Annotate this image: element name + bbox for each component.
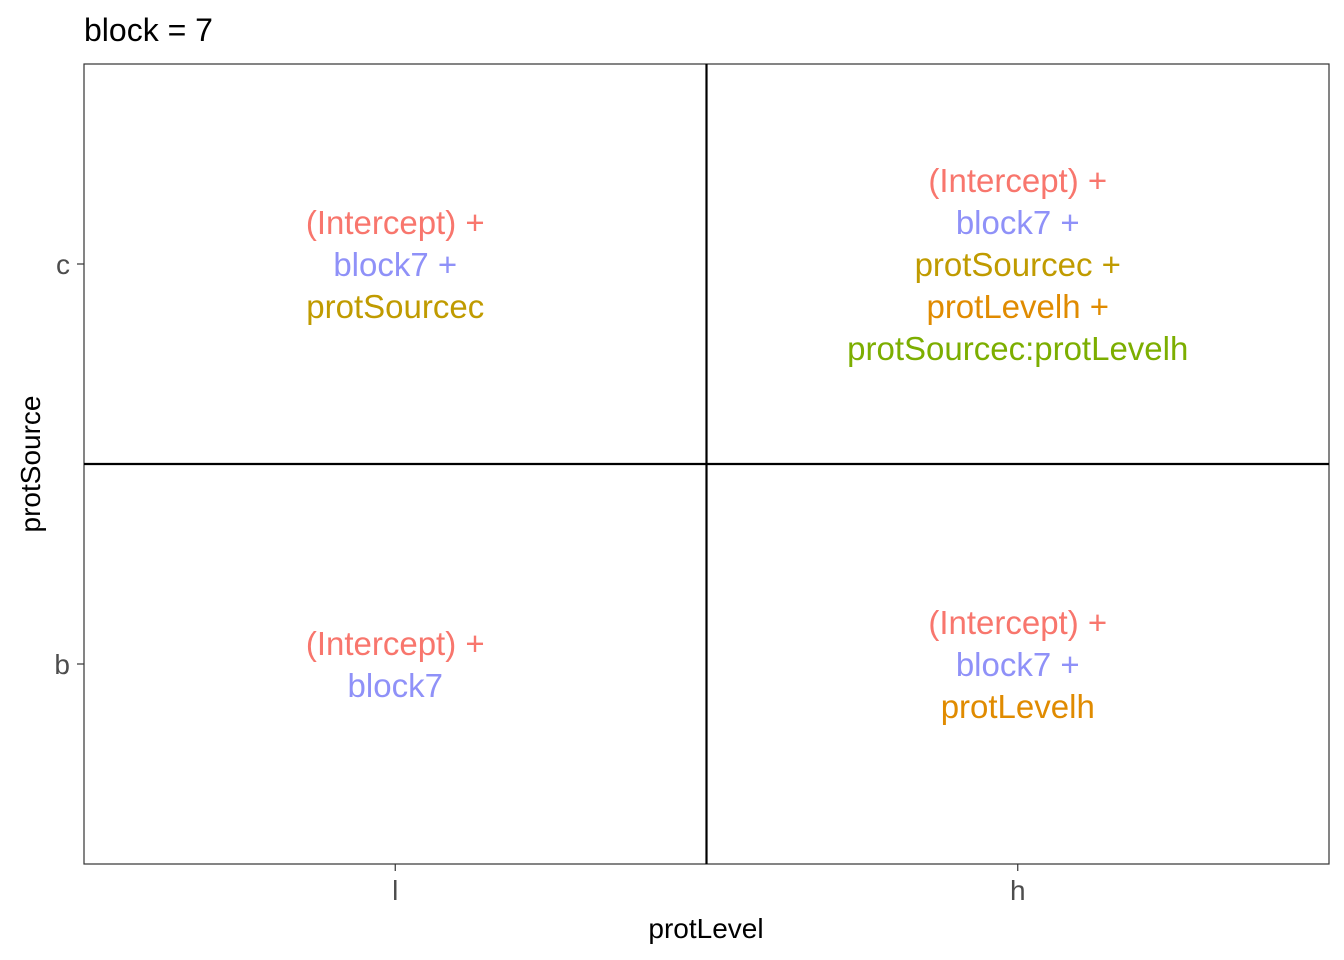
x-tick-label: l	[392, 875, 398, 906]
cell-term-label: (Intercept) +	[306, 625, 485, 662]
cell-term-label: block7 +	[333, 246, 457, 283]
chart-title: block = 7	[84, 12, 213, 48]
cell-term-label: protSourcec +	[915, 246, 1121, 283]
cell-term-label: protLevelh	[941, 688, 1095, 725]
cell-term-label: protSourcec	[306, 288, 484, 325]
cell-term-label: block7 +	[956, 646, 1080, 683]
cell-term-label: (Intercept) +	[928, 604, 1107, 641]
cell-term-label: (Intercept) +	[306, 204, 485, 241]
y-tick-label: c	[56, 249, 70, 280]
x-tick-label: h	[1010, 875, 1026, 906]
cell-term-label: (Intercept) +	[928, 162, 1107, 199]
y-tick-label: b	[54, 649, 70, 680]
x-axis-title: protLevel	[648, 913, 763, 944]
cell-term-label: block7 +	[956, 204, 1080, 241]
cell-term-label: block7	[348, 667, 443, 704]
cell-term-label: protLevelh +	[926, 288, 1109, 325]
y-axis-title: protSource	[15, 396, 46, 533]
cell-term-label: protSourcec:protLevelh	[847, 330, 1188, 367]
